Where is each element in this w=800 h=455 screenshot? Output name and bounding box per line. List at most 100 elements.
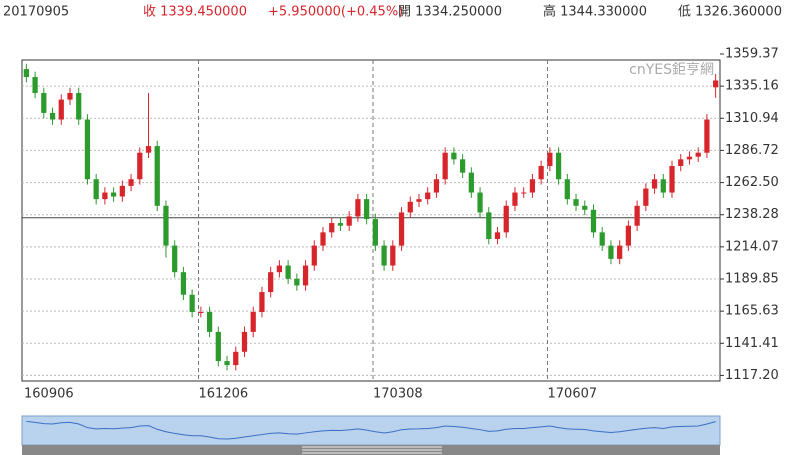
- candle-body: [590, 209, 597, 233]
- x-tick-label: 161206: [199, 387, 249, 402]
- x-tick-label: 170308: [373, 387, 423, 402]
- candle-body: [23, 69, 29, 78]
- candle-body: [41, 92, 47, 113]
- header-date: 20170905: [3, 5, 69, 20]
- candle-body: [233, 351, 239, 366]
- candle-body: [58, 99, 64, 120]
- header-open: 開 1334.250000: [398, 5, 502, 20]
- candle-body: [102, 192, 108, 200]
- candle-body: [189, 294, 195, 312]
- candle-body: [137, 152, 143, 180]
- candle-body: [206, 311, 213, 332]
- candle-body: [119, 185, 125, 197]
- y-tick-label: 1359.37: [725, 47, 779, 62]
- x-tick-label: 170607: [548, 387, 598, 402]
- candle-body: [390, 245, 396, 266]
- y-tick-label: 1141.41: [725, 336, 779, 351]
- candle-body: [93, 179, 99, 200]
- candle-body: [110, 192, 117, 197]
- candle-body: [285, 265, 291, 279]
- candle-body: [294, 278, 300, 286]
- candle-body: [302, 265, 309, 286]
- candle-body: [172, 245, 178, 273]
- candle-body: [643, 188, 649, 206]
- candle-body: [451, 152, 457, 160]
- candle-body: [678, 159, 684, 166]
- candle-body: [163, 205, 169, 246]
- candle-body: [180, 272, 187, 295]
- scroll-grip: [302, 446, 442, 454]
- candle-body: [346, 216, 352, 226]
- candle-body: [329, 223, 335, 233]
- candle-body: [398, 212, 405, 246]
- candle-body: [241, 331, 248, 352]
- candle-body: [564, 179, 570, 200]
- candle-body: [503, 205, 509, 233]
- candle-body: [547, 152, 553, 166]
- candle-body: [529, 179, 536, 193]
- candle-body: [355, 199, 361, 217]
- candle-body: [320, 232, 326, 246]
- candle-body: [617, 245, 623, 259]
- candle-body: [442, 152, 448, 180]
- header-low: 低 1326.360000: [678, 5, 782, 20]
- candle-body: [468, 172, 474, 193]
- candle-body: [582, 205, 588, 210]
- candle-body: [407, 201, 413, 213]
- candle-body: [625, 225, 632, 246]
- candle-body: [32, 77, 38, 93]
- candle-body: [555, 152, 562, 180]
- y-tick-label: 1238.28: [725, 207, 779, 222]
- y-tick-label: 1262.50: [725, 175, 779, 190]
- candle-body: [49, 112, 56, 120]
- header-close: 收 1339.450000: [143, 5, 247, 20]
- candle-body: [477, 192, 483, 213]
- candle-body: [704, 119, 710, 153]
- y-tick-label: 1189.85: [725, 271, 779, 286]
- candle-body: [416, 199, 422, 202]
- candle-body: [651, 179, 658, 189]
- candle-body: [154, 146, 160, 206]
- navigator-line: [26, 420, 716, 440]
- candle-body: [425, 192, 431, 200]
- candle-body: [669, 165, 675, 193]
- candle-body: [145, 146, 152, 153]
- candle-body: [695, 152, 701, 157]
- candle-body: [494, 232, 501, 239]
- candle-body: [433, 179, 440, 193]
- candle-body: [521, 192, 527, 194]
- candle-body: [364, 199, 370, 220]
- plot-frame: [21, 59, 721, 382]
- candle-body: [128, 179, 134, 186]
- header-change: +5.950000(+0.45%): [268, 5, 403, 20]
- y-tick-label: 1214.07: [725, 239, 779, 254]
- candle-body: [76, 92, 82, 120]
- candle-body: [259, 292, 265, 312]
- candle-body: [311, 245, 317, 266]
- candle-body: [486, 212, 492, 239]
- y-tick-label: 1286.72: [725, 143, 779, 158]
- candle-body: [250, 311, 256, 332]
- candle-body: [276, 265, 283, 273]
- candle-body: [84, 119, 91, 180]
- y-tick-label: 1117.20: [725, 368, 779, 383]
- header-high: 高 1344.330000: [543, 4, 647, 20]
- candle-body: [268, 272, 274, 293]
- candle-body: [372, 219, 378, 246]
- y-tick-label: 1165.63: [725, 304, 779, 319]
- candle-body: [573, 199, 579, 206]
- candle-body: [381, 245, 387, 266]
- y-tick-label: 1335.16: [725, 79, 779, 94]
- candle-body: [512, 192, 518, 206]
- candle-body: [713, 80, 719, 88]
- y-tick-label: 1310.94: [725, 111, 779, 126]
- candle-body: [224, 361, 230, 366]
- watermark: cnYES鉅亨網: [629, 61, 714, 78]
- candle-body: [608, 245, 614, 259]
- x-tick-label: 160906: [24, 387, 74, 402]
- candle-body: [538, 165, 544, 180]
- candle-body: [67, 92, 73, 100]
- candle-body: [599, 232, 605, 246]
- candle-body: [686, 156, 693, 160]
